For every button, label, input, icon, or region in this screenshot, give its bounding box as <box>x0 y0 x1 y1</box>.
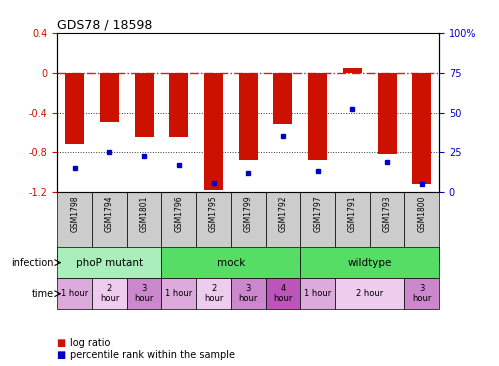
Text: GSM1791: GSM1791 <box>348 195 357 232</box>
Text: GSM1794: GSM1794 <box>105 195 114 232</box>
Text: 3
hour: 3 hour <box>412 284 432 303</box>
Bar <box>135 73 154 137</box>
FancyBboxPatch shape <box>335 278 404 309</box>
FancyBboxPatch shape <box>92 278 127 309</box>
FancyBboxPatch shape <box>265 278 300 309</box>
Text: 1 hour: 1 hour <box>165 289 193 298</box>
Bar <box>169 73 189 137</box>
Text: phoP mutant: phoP mutant <box>76 258 143 268</box>
Text: GSM1797: GSM1797 <box>313 195 322 232</box>
Text: 1 hour: 1 hour <box>304 289 331 298</box>
Text: GSM1796: GSM1796 <box>174 195 183 232</box>
FancyBboxPatch shape <box>300 247 439 278</box>
FancyBboxPatch shape <box>300 192 335 262</box>
Text: 2 hour: 2 hour <box>356 289 383 298</box>
Text: 3
hour: 3 hour <box>134 284 154 303</box>
Text: 1 hour: 1 hour <box>61 289 88 298</box>
FancyBboxPatch shape <box>404 278 439 309</box>
Bar <box>378 73 397 154</box>
FancyBboxPatch shape <box>162 247 300 278</box>
FancyBboxPatch shape <box>265 192 300 262</box>
Text: percentile rank within the sample: percentile rank within the sample <box>70 350 235 360</box>
FancyBboxPatch shape <box>231 192 265 262</box>
FancyBboxPatch shape <box>404 192 439 262</box>
Text: 2
hour: 2 hour <box>100 284 119 303</box>
FancyBboxPatch shape <box>231 278 265 309</box>
Text: GSM1798: GSM1798 <box>70 195 79 232</box>
Text: time: time <box>32 289 54 299</box>
FancyBboxPatch shape <box>127 192 162 262</box>
Bar <box>273 73 292 124</box>
FancyBboxPatch shape <box>196 192 231 262</box>
Bar <box>308 73 327 160</box>
Text: ■: ■ <box>57 350 70 360</box>
Text: wildtype: wildtype <box>347 258 392 268</box>
FancyBboxPatch shape <box>127 278 162 309</box>
Text: GSM1800: GSM1800 <box>417 195 426 232</box>
FancyBboxPatch shape <box>92 192 127 262</box>
Text: infection: infection <box>11 258 54 268</box>
Text: GSM1792: GSM1792 <box>278 195 287 232</box>
Bar <box>412 73 431 184</box>
Bar <box>65 73 84 145</box>
Text: GSM1801: GSM1801 <box>140 195 149 232</box>
Text: GDS78 / 18598: GDS78 / 18598 <box>57 19 153 32</box>
FancyBboxPatch shape <box>300 278 335 309</box>
Bar <box>343 68 362 73</box>
FancyBboxPatch shape <box>57 278 92 309</box>
FancyBboxPatch shape <box>162 278 196 309</box>
Text: 2
hour: 2 hour <box>204 284 223 303</box>
Bar <box>100 73 119 123</box>
FancyBboxPatch shape <box>335 192 370 262</box>
Bar <box>204 73 223 190</box>
FancyBboxPatch shape <box>196 278 231 309</box>
Text: ■: ■ <box>57 338 70 348</box>
Text: 3
hour: 3 hour <box>239 284 258 303</box>
Text: 4
hour: 4 hour <box>273 284 292 303</box>
FancyBboxPatch shape <box>370 192 404 262</box>
FancyBboxPatch shape <box>162 192 196 262</box>
Text: GSM1799: GSM1799 <box>244 195 253 232</box>
Text: GSM1793: GSM1793 <box>383 195 392 232</box>
FancyBboxPatch shape <box>57 247 162 278</box>
Text: log ratio: log ratio <box>70 338 110 348</box>
Text: mock: mock <box>217 258 245 268</box>
Text: GSM1795: GSM1795 <box>209 195 218 232</box>
Bar <box>239 73 258 160</box>
FancyBboxPatch shape <box>57 192 92 262</box>
